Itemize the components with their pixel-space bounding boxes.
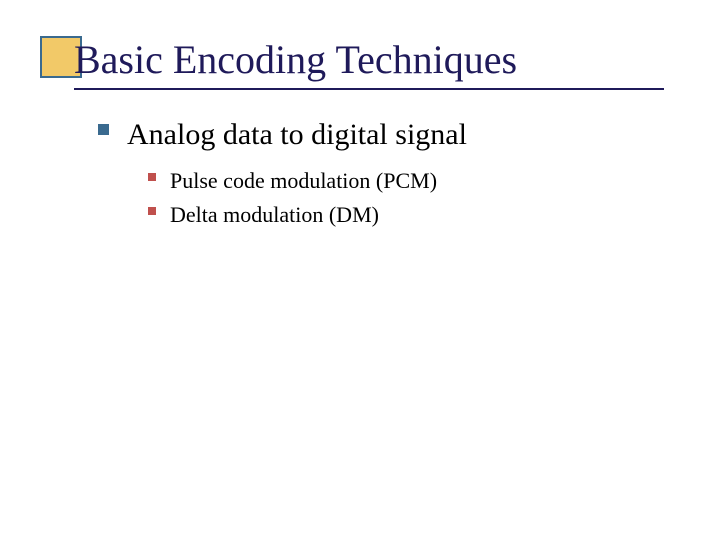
level2-text: Delta modulation (DM) [170,202,379,228]
slide: { "colors": { "title": "#1f1a5a", "under… [0,0,720,540]
bullet-level1: Analog data to digital signal [98,118,467,152]
bullet-level2: Pulse code modulation (PCM) [148,168,467,194]
level2-group: Pulse code modulation (PCM) Delta modula… [148,168,467,228]
title-underline [74,88,664,90]
level1-text: Analog data to digital signal [127,118,467,152]
slide-title: Basic Encoding Techniques [74,36,517,83]
level2-text: Pulse code modulation (PCM) [170,168,437,194]
bullet-level2: Delta modulation (DM) [148,202,467,228]
square-bullet-icon [148,173,156,181]
title-container: Basic Encoding Techniques [74,36,517,83]
content-area: Analog data to digital signal Pulse code… [98,118,467,236]
square-bullet-icon [148,207,156,215]
square-bullet-icon [98,124,109,135]
